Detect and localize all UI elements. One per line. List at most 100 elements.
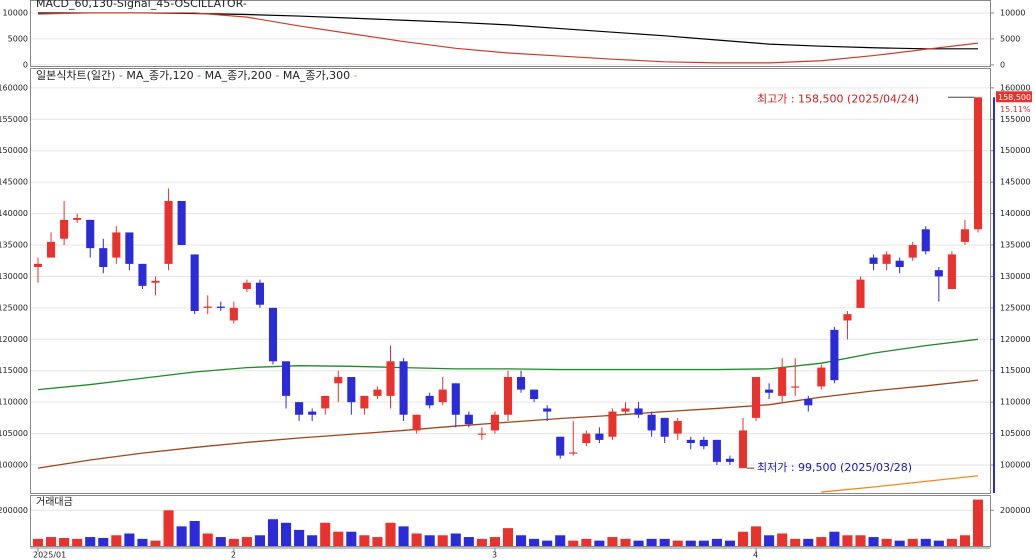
y-tick-label: 160000 [0, 83, 28, 92]
y-tick-label: 200000 [0, 506, 28, 515]
candle-body [503, 377, 513, 415]
x-tick-label: 2 [231, 551, 236, 560]
moving-average [37, 379, 979, 469]
volume-bar [972, 499, 984, 546]
macd-line [37, 12, 979, 64]
candle-body [543, 408, 552, 412]
y-tick-label-right: 5000 [1000, 34, 1020, 43]
legend-entry: MA_종가,200 [205, 69, 272, 82]
candle-body [647, 414, 656, 431]
volume-bar [241, 537, 252, 546]
candle-body [973, 97, 983, 230]
y-tick-label: 0 [23, 60, 28, 69]
candle-body [947, 254, 956, 290]
candle-body [804, 399, 813, 406]
legend: 일본식차트(일간) - MA_종가,120 - MA_종가,200 - MA_종… [36, 68, 358, 82]
volume-bar [842, 535, 853, 546]
y-tick-label: 10000 [3, 8, 28, 17]
candle-body [490, 414, 499, 431]
volume-bar [46, 537, 57, 546]
volume-bar [959, 535, 970, 546]
candle-body [843, 314, 852, 321]
volume-bar [320, 522, 331, 546]
macd-panel [30, 0, 991, 67]
volume-bar [489, 537, 500, 546]
y-tick-label: 155000 [0, 115, 28, 124]
candle-body [765, 389, 774, 393]
last-price-box [996, 91, 1032, 103]
volume-bar [359, 535, 370, 546]
candle-body [255, 282, 264, 305]
y-tick-label-right: 155000 [1000, 115, 1031, 124]
candle-body [621, 408, 630, 412]
volume-bar [620, 538, 631, 546]
candle-body [190, 254, 199, 312]
macd-title: MACD_60,130-Signal_45-OSCILLATOR- [36, 0, 247, 10]
macd-lines [37, 12, 979, 64]
volume-bar [698, 540, 709, 546]
candle-body [960, 229, 969, 242]
volume-bar [137, 538, 148, 546]
x-tick-label: 4 [753, 551, 758, 560]
candle-body [595, 433, 604, 440]
volume-bar [737, 531, 749, 546]
volume-bar [659, 538, 670, 546]
candle-body [660, 417, 669, 437]
volume-bar [476, 538, 487, 546]
volume-bar [72, 538, 83, 546]
candle-body [334, 377, 343, 384]
volume-bar [202, 533, 213, 546]
legend-entry: 일본식차트(일간) [36, 68, 115, 82]
y-tick-label-right: 150000 [1000, 146, 1031, 155]
volume-bar [633, 540, 644, 546]
candle-body [242, 282, 251, 290]
candle-body [817, 367, 826, 387]
volume-bar [372, 537, 383, 546]
candle-body [60, 219, 69, 239]
candle-body [921, 229, 930, 252]
volume-bar [790, 538, 801, 546]
low-annotation: 최저가 : 99,500 (2025/03/28) [757, 461, 912, 474]
volume-bar [307, 535, 318, 546]
candle-body [908, 245, 917, 258]
volume-bar [450, 533, 461, 546]
volume-bar [98, 537, 109, 546]
candle-body [712, 439, 721, 462]
candle-body [530, 389, 539, 400]
volume-bar [424, 535, 435, 546]
candle-body [295, 402, 304, 415]
candle-body [791, 386, 800, 388]
volume-bar [829, 531, 840, 546]
candle-body [464, 414, 473, 425]
volume-bar [176, 526, 187, 546]
candle-body [138, 263, 147, 286]
legend-sep: - [115, 69, 126, 82]
volume-bar [59, 537, 70, 546]
y-tick-label-right: 10000 [1000, 8, 1025, 17]
candle-body [386, 361, 395, 396]
volume-bar [685, 540, 696, 546]
volume-bar [881, 538, 892, 546]
candle-body [895, 260, 904, 268]
y-tick-label: 110000 [0, 398, 28, 407]
volume-bar [267, 519, 279, 546]
volume-bar [646, 538, 657, 546]
y-tick-label-right: 115000 [1000, 366, 1031, 375]
candle-body [177, 201, 186, 246]
candle-body [634, 408, 643, 415]
y-tick-label: 140000 [0, 209, 28, 218]
y-tick-label: 105000 [0, 429, 28, 438]
candle-body [438, 389, 447, 403]
volume-title: 거래대금 [36, 496, 73, 508]
candle-body [582, 433, 591, 444]
volume-bar [816, 537, 827, 546]
volume-bar [724, 540, 735, 546]
volume-bar [529, 538, 540, 546]
current-range [993, 97, 995, 493]
y-tick-label: 100000 [0, 461, 28, 470]
high-annotation: 최고가 : 158,500 (2025/04/24) [757, 92, 919, 105]
y-tick-label-right: 200000 [1000, 506, 1031, 515]
candle-body [268, 307, 278, 362]
volume-bar [777, 533, 788, 546]
